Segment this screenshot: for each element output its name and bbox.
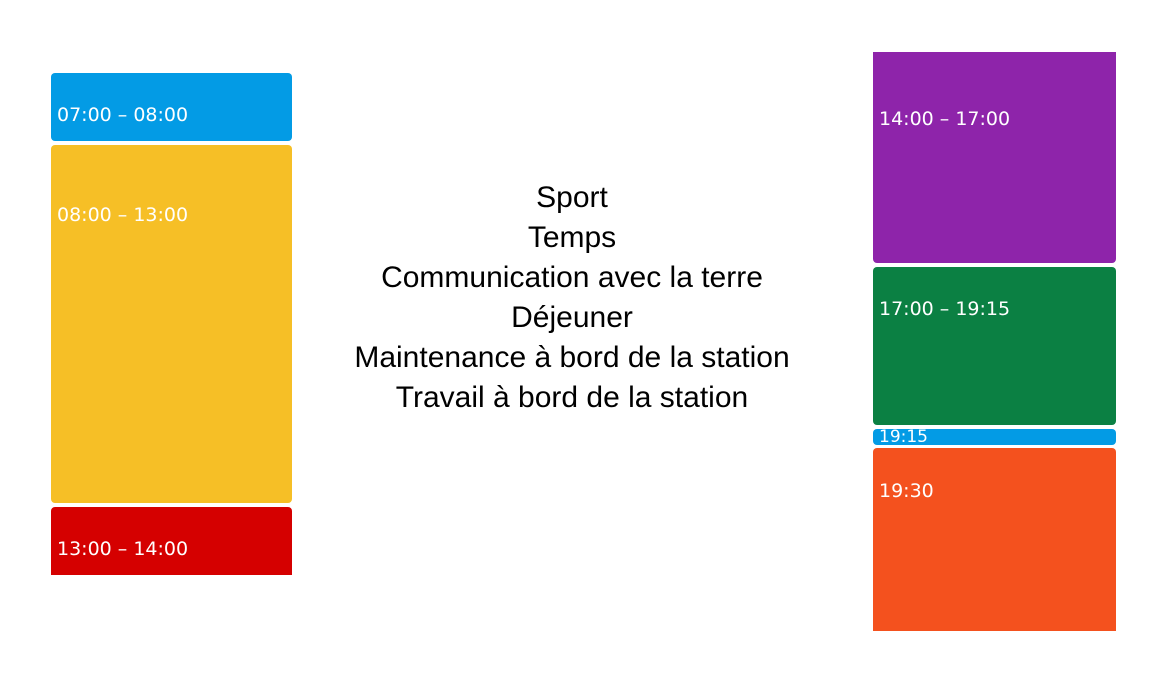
event-time-label: 08:00 – 13:00 xyxy=(57,204,189,226)
activity-item: Maintenance à bord de la station xyxy=(354,341,790,374)
activity-item: Temps xyxy=(527,221,617,254)
event-time-label: 13:00 – 14:00 xyxy=(57,538,189,560)
event-block-07-08[interactable]: 07:00 – 08:00 xyxy=(51,73,292,141)
activity-item: Sport xyxy=(536,181,608,214)
event-block-13-14[interactable]: 13:00 – 14:00 xyxy=(51,507,292,575)
event-time-label: 14:00 – 17:00 xyxy=(879,108,1011,130)
event-time-label: 17:00 – 19:15 xyxy=(879,298,1011,320)
event-block-1915[interactable]: 19:15 xyxy=(873,427,1116,447)
event-time-label: 19:30 xyxy=(879,480,934,502)
event-block-08-13[interactable]: 08:00 – 13:00 xyxy=(51,145,292,503)
event-block-17-1915[interactable]: 17:00 – 19:15 xyxy=(873,267,1116,425)
event-block-14-17[interactable]: 14:00 – 17:00 xyxy=(873,52,1116,263)
activity-item: Déjeuner xyxy=(511,301,633,334)
event-time-label: 07:00 – 08:00 xyxy=(57,104,189,126)
activity-item: Communication avec la terre xyxy=(381,261,763,294)
activity-list: Sport Temps Communication avec la terre … xyxy=(322,178,822,418)
event-time-label: 19:15 xyxy=(879,427,928,447)
activity-item: Travail à bord de la station xyxy=(395,381,749,414)
event-block-1930[interactable]: 19:30 xyxy=(873,448,1116,631)
